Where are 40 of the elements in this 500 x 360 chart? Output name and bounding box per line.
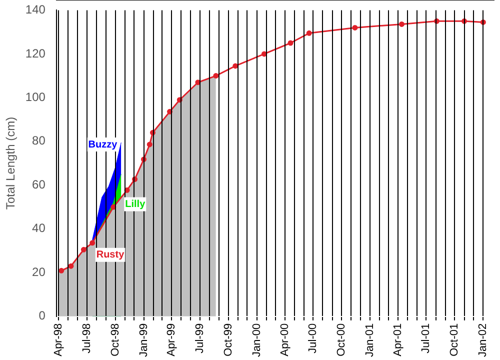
x-tick-label: Jul-98: [80, 323, 93, 354]
point: [146, 142, 152, 148]
y-tick-label: 40: [32, 221, 46, 236]
point: [80, 246, 86, 252]
y-tick-label: 0: [38, 308, 46, 323]
point: [58, 268, 64, 274]
y-tick-label: 120: [25, 46, 46, 60]
x-tick-label: Apr-00: [278, 323, 291, 356]
series-label: Rusty: [96, 250, 125, 261]
point: [306, 30, 312, 36]
series-label: Buzzy: [88, 139, 118, 150]
point: [213, 73, 219, 79]
x-tick-label: Jul-99: [194, 323, 206, 354]
y-tick-label: 100: [25, 90, 46, 104]
x-tick-label: Apr-99: [166, 323, 178, 356]
x-tick-label: Oct-01: [448, 323, 461, 356]
x-tick-label: Jan-99: [138, 323, 150, 358]
x-tick-label: Jul-00: [307, 323, 320, 354]
point: [124, 187, 130, 193]
y-axis-title: Total Length (cm): [4, 116, 18, 210]
x-tick-label: Jul-01: [420, 323, 432, 354]
y-tick-label: 140: [25, 2, 46, 17]
x-tick-label: Oct-98: [109, 323, 122, 356]
point: [90, 240, 96, 246]
y-tick-label: 20: [32, 264, 46, 279]
x-tick-label: Jan-01: [364, 323, 376, 358]
x-tick-label: Apr-98: [52, 323, 65, 356]
point: [288, 40, 294, 46]
x-tick-label: Oct-00: [336, 323, 348, 356]
x-tick-label: Oct-99: [222, 323, 234, 356]
point: [398, 21, 404, 27]
x-tick-label: Jan-00: [250, 323, 263, 358]
point: [352, 24, 358, 30]
y-tick-label: 80: [32, 134, 46, 148]
x-tick-label: Apr-01: [392, 323, 404, 356]
x-tick-label: Jan-02: [477, 323, 490, 358]
y-tick-label: 60: [32, 177, 46, 192]
point: [167, 108, 173, 114]
point: [68, 263, 74, 269]
series-label: Lilly: [125, 198, 146, 210]
